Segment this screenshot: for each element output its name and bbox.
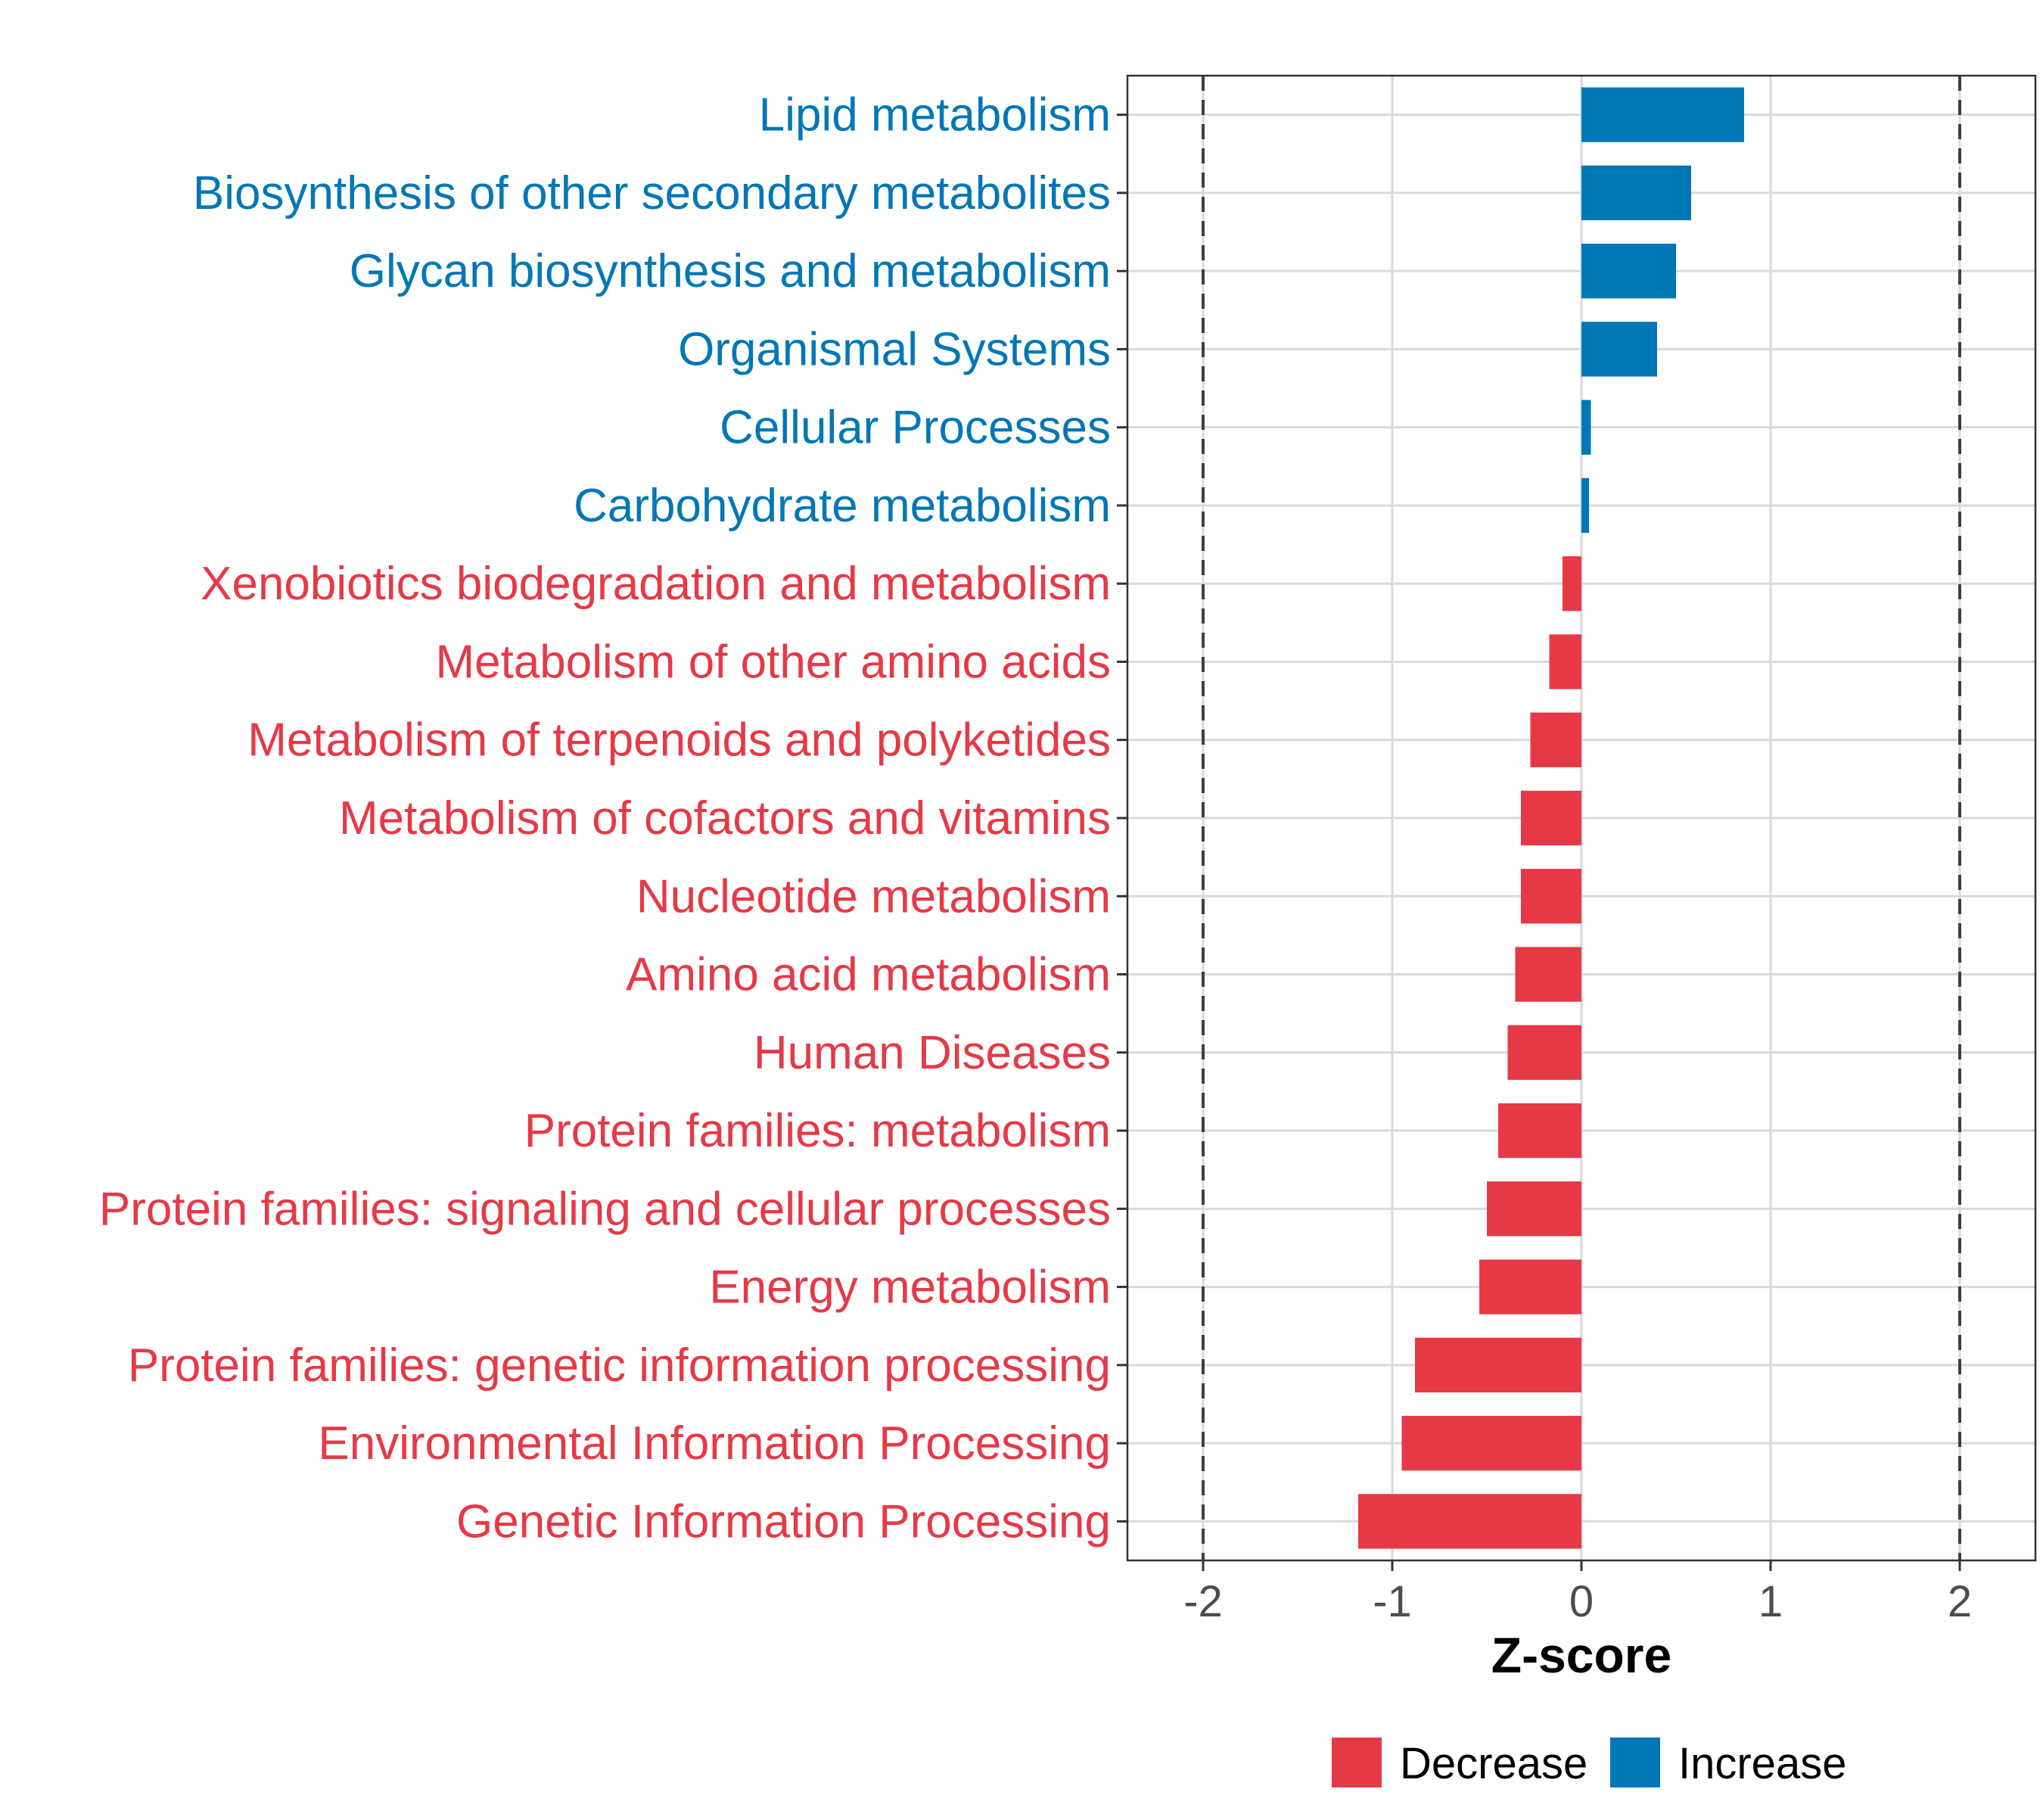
bar xyxy=(1479,1259,1581,1314)
bar xyxy=(1581,322,1657,377)
category-label: Genetic Information Processing xyxy=(456,1495,1111,1548)
category-label: Amino acid metabolism xyxy=(626,949,1111,1001)
bar xyxy=(1581,87,1744,142)
category-label: Xenobiotics biodegradation and metabolis… xyxy=(201,558,1111,610)
reference-line-layer xyxy=(1202,76,1961,1560)
legend-label-increase: Increase xyxy=(1678,1739,1846,1788)
category-label: Carbohydrate metabolism xyxy=(574,480,1111,532)
bar xyxy=(1581,165,1691,221)
category-label: Protein families: genetic information pr… xyxy=(128,1339,1111,1392)
legend-label-decrease: Decrease xyxy=(1400,1739,1587,1788)
category-label: Biosynthesis of other secondary metaboli… xyxy=(193,167,1111,219)
category-label: Environmental Information Processing xyxy=(318,1417,1111,1470)
x-tick-label: 2 xyxy=(1948,1577,1972,1626)
bar xyxy=(1401,1415,1581,1471)
bar xyxy=(1358,1494,1581,1549)
category-label: Metabolism of other amino acids xyxy=(435,636,1111,688)
x-tick-label: -1 xyxy=(1373,1577,1412,1626)
bar xyxy=(1549,634,1581,689)
category-label: Glycan biosynthesis and metabolism xyxy=(350,245,1111,297)
legend: Decrease Increase xyxy=(1332,1738,1846,1788)
category-label: Organismal Systems xyxy=(678,323,1111,375)
bar xyxy=(1530,712,1581,767)
x-axis-title: Z-score xyxy=(1491,1627,1671,1683)
y-axis-ticks xyxy=(1117,114,1127,1523)
category-label: Metabolism of cofactors and vitamins xyxy=(339,792,1111,845)
y-axis-category-labels: Lipid metabolism Biosynthesis of other se… xyxy=(99,89,1111,1548)
bar xyxy=(1581,244,1676,299)
bar xyxy=(1521,869,1581,924)
x-tick-label: 1 xyxy=(1758,1577,1783,1626)
bar-layer xyxy=(1358,87,1744,1549)
x-tick-label: -2 xyxy=(1183,1577,1223,1626)
bar xyxy=(1487,1181,1581,1237)
category-label: Human Diseases xyxy=(754,1027,1111,1079)
bar xyxy=(1563,556,1581,611)
category-label: Protein families: metabolism xyxy=(524,1105,1111,1157)
category-label: Cellular Processes xyxy=(720,402,1111,454)
bar xyxy=(1415,1337,1581,1392)
legend-key-increase xyxy=(1610,1738,1660,1787)
bar xyxy=(1507,1025,1581,1080)
category-label: Lipid metabolism xyxy=(759,89,1111,142)
x-tick-label: 0 xyxy=(1569,1577,1594,1626)
category-label: Energy metabolism xyxy=(709,1262,1111,1314)
category-label: Metabolism of terpenoids and polyketides xyxy=(247,714,1111,767)
bar xyxy=(1521,790,1581,846)
x-axis-ticks: -2 -1 0 1 2 xyxy=(1183,1560,1972,1626)
legend-key-decrease xyxy=(1332,1738,1382,1787)
bar xyxy=(1581,478,1589,534)
category-label: Protein families: signaling and cellular… xyxy=(99,1183,1111,1235)
bar xyxy=(1498,1103,1581,1159)
bar xyxy=(1515,947,1581,1002)
bar xyxy=(1581,400,1591,455)
category-label: Nucleotide metabolism xyxy=(636,870,1111,922)
